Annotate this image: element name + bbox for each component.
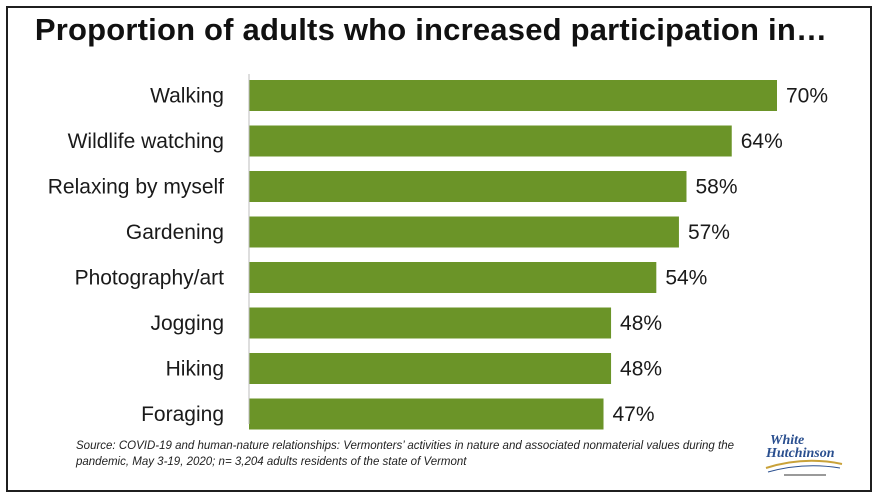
bar: [249, 262, 657, 293]
bar: [249, 171, 687, 202]
bar: [249, 125, 732, 157]
data-label: 54%: [665, 267, 707, 290]
data-label: 70%: [786, 85, 828, 108]
bars-group: Walking 70% Wildlife watching 64% Relaxing b…: [48, 80, 828, 430]
logo-line-2: Hutchinson: [766, 446, 835, 461]
category-label: Wildlife watching: [68, 130, 224, 153]
data-label: 47%: [613, 403, 655, 426]
category-label: Jogging: [150, 312, 224, 335]
bar: [249, 216, 679, 248]
data-label: 58%: [695, 176, 737, 199]
logo-line-1: White: [770, 433, 805, 448]
category-label: Relaxing by myself: [48, 176, 224, 199]
category-label: Gardening: [126, 221, 224, 244]
bar: [249, 398, 604, 430]
white-hutchinson-logo: White Hutchinson: [760, 432, 860, 484]
data-label: 64%: [741, 130, 783, 153]
bar: [249, 80, 777, 111]
bar: [249, 353, 612, 384]
logo-text: White Hutchinson: [766, 433, 834, 461]
category-label: Walking: [150, 85, 224, 108]
logo-swoosh-icon: [765, 459, 843, 476]
data-label: 57%: [688, 221, 730, 244]
category-label: Hiking: [166, 358, 224, 381]
source-note: Source: COVID-19 and human-nature relati…: [76, 440, 734, 468]
data-label: 48%: [620, 312, 662, 335]
data-label: 48%: [620, 358, 662, 381]
category-label: Photography/art: [75, 267, 225, 290]
bar: [249, 307, 612, 339]
chart-title: Proportion of adults who increased parti…: [34, 12, 828, 47]
category-label: Foraging: [141, 403, 224, 426]
